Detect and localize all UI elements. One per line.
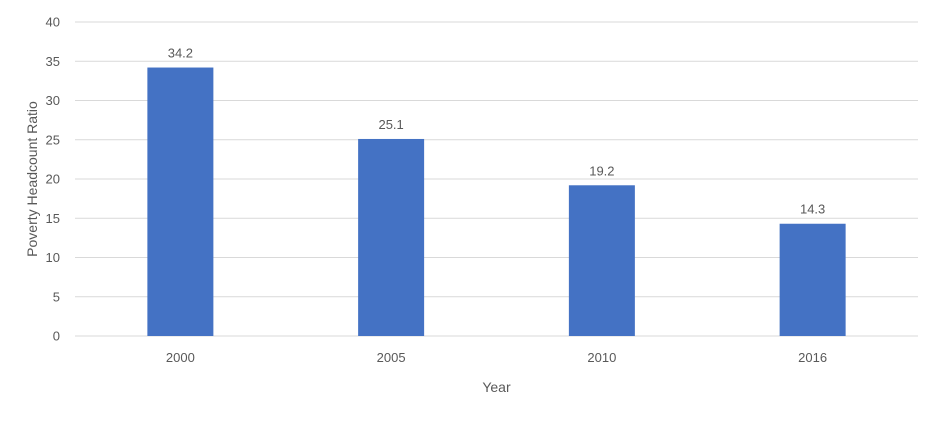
x-tick-label-2010: 2010 [587,350,616,365]
y-tick-label: 5 [53,289,60,304]
y-axis-ticks: 0 5 10 15 20 25 30 35 40 [46,15,60,344]
y-tick-label: 15 [46,211,60,226]
data-label-2016: 14.3 [800,202,825,217]
y-tick-label: 25 [46,132,60,147]
y-tick-label: 30 [46,93,60,108]
data-label-2010: 19.2 [589,163,614,178]
y-tick-label: 10 [46,250,60,265]
y-tick-label: 40 [46,15,60,30]
x-tick-label-2016: 2016 [798,350,827,365]
y-tick-label: 0 [53,329,60,344]
data-label-2005: 25.1 [378,117,403,132]
x-axis-ticks: 2000 2005 2010 2016 [166,350,827,365]
y-axis-title: Poverty Headcount Ratio [24,101,40,257]
y-tick-label: 35 [46,54,60,69]
bar-2005 [358,138,425,336]
gridlines [75,21,918,337]
data-labels: 34.2 25.1 19.2 14.3 [168,46,826,217]
bar-2000 [147,67,214,336]
x-tick-label-2005: 2005 [377,350,406,365]
x-tick-label-2000: 2000 [166,350,195,365]
x-axis-title: Year [482,379,511,395]
data-label-2000: 34.2 [168,46,193,61]
y-tick-label: 20 [46,172,60,187]
bar-2016 [779,223,846,336]
bars [147,67,846,336]
bar-2010 [568,185,635,336]
